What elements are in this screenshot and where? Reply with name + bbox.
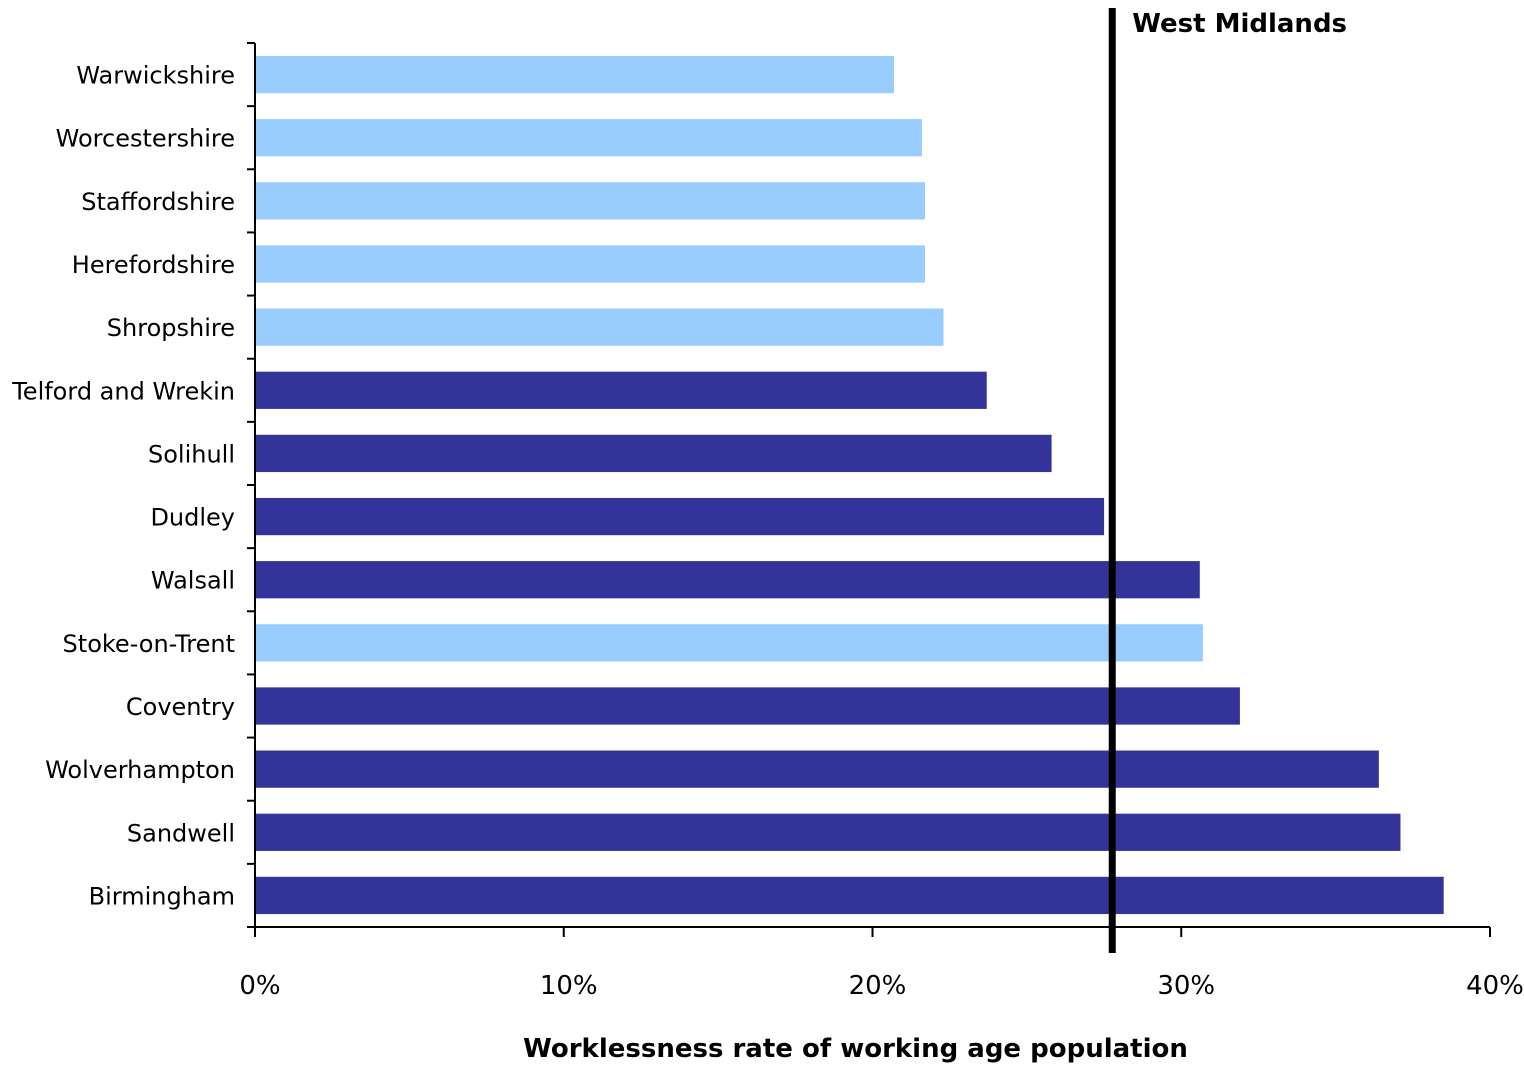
bar-sandwell xyxy=(256,813,1401,851)
bar-staffordshire xyxy=(256,182,925,220)
bar-stoke-on-trent xyxy=(256,624,1203,662)
category-label: Birmingham xyxy=(89,882,235,910)
category-label: Warwickshire xyxy=(76,62,235,90)
axes-group: Warwickshire Worcestershire Staffordshire H… xyxy=(11,42,1524,1001)
category-label: Telford and Wrekin xyxy=(11,377,235,405)
bar-shropshire xyxy=(256,308,944,346)
x-axis-label: Worklessness rate of working age populat… xyxy=(523,1034,1188,1064)
category-label: Worcestershire xyxy=(56,125,235,153)
bar-wolverhampton xyxy=(256,750,1379,788)
x-tick-label: 40% xyxy=(1466,971,1524,1001)
category-label: Dudley xyxy=(150,504,235,532)
reference-line-group: West Midlands xyxy=(1108,8,1347,953)
bar-solihull xyxy=(256,434,1052,473)
category-label: Herefordshire xyxy=(72,251,235,279)
category-label: Wolverhampton xyxy=(45,756,235,784)
category-label: Stoke-on-Trent xyxy=(63,630,235,658)
category-label: Sandwell xyxy=(127,819,235,847)
bar-telford-and-wrekin xyxy=(256,371,987,409)
reference-line-label: West Midlands xyxy=(1132,9,1347,39)
bar-warwickshire xyxy=(256,55,895,94)
x-tick-label: 10% xyxy=(540,971,598,1001)
category-label: Coventry xyxy=(126,693,235,721)
category-label: Staffordshire xyxy=(81,188,235,216)
category-label: Walsall xyxy=(151,567,235,595)
bar-coventry xyxy=(256,687,1240,725)
x-tick-label: 20% xyxy=(849,971,907,1001)
bar-walsall xyxy=(256,561,1200,599)
category-label: Solihull xyxy=(148,440,235,468)
x-tick-label: 0% xyxy=(239,971,280,1001)
x-tick-label: 30% xyxy=(1157,971,1215,1001)
bar-herefordshire xyxy=(256,245,925,283)
category-label: Shropshire xyxy=(107,314,235,342)
bars-group xyxy=(256,55,1444,915)
bar-worcestershire xyxy=(256,119,922,157)
bar-birmingham xyxy=(256,876,1444,915)
bar-dudley xyxy=(256,497,1105,536)
